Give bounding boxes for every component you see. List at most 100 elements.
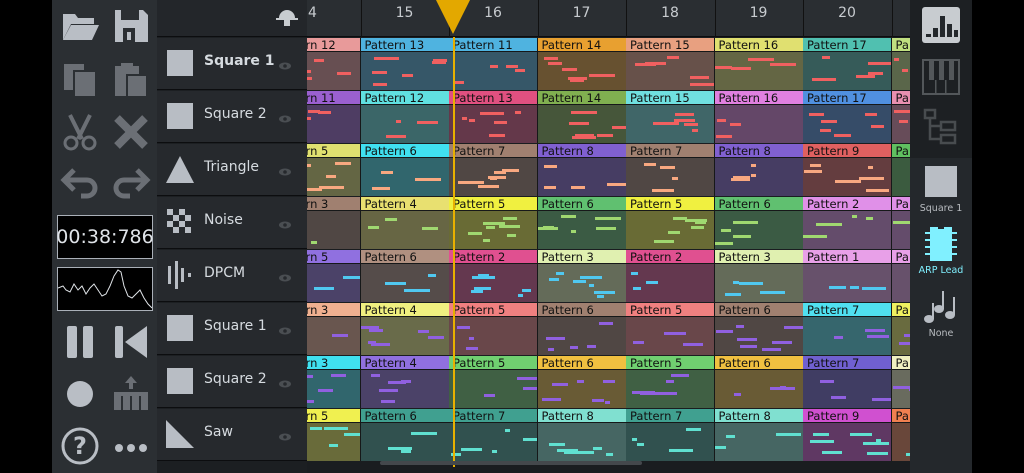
piano-roll-icon[interactable] [921,58,961,96]
selected-arpeggio-label[interactable]: None [928,328,954,339]
pattern-cell[interactable]: Pattern 8 [537,409,627,461]
pattern-cell[interactable]: Pattern 6 [360,409,450,461]
pattern-cell[interactable]: Pattern 5 [307,144,361,196]
column-number[interactable]: 14 [307,5,317,21]
arpeggio-notes-icon[interactable] [923,289,959,325]
pattern-cell[interactable]: Pa [891,38,910,90]
horizontal-scrollbar[interactable] [380,461,642,465]
pattern-cell[interactable]: Pattern 2 [449,250,538,302]
pattern-cell[interactable]: Pattern 7 [449,409,538,461]
pattern-cell[interactable]: Pattern 5 [449,197,538,249]
pattern-cell[interactable]: Pattern 3 [307,303,361,355]
pattern-cell[interactable]: Pattern 7 [803,356,892,408]
selected-instrument-label[interactable]: ARP Lead [918,265,964,276]
channel-noise[interactable]: Noise [157,197,307,249]
pattern-cell[interactable]: Pattern 9 [803,144,892,196]
redo-button[interactable] [109,160,153,204]
channel-triangle[interactable]: Triangle [157,144,307,196]
pattern-cell[interactable]: Pa [891,197,910,249]
pattern-cell[interactable]: Pattern 2 [626,250,715,302]
pattern-cell[interactable]: Pattern 6 [714,356,804,408]
pattern-cell[interactable]: Pattern 17 [803,38,892,90]
pattern-cell[interactable]: Pattern 11 [449,38,538,90]
undo-button[interactable] [58,160,102,204]
pattern-cell[interactable]: Pattern 5 [449,303,538,355]
eye-icon[interactable] [279,115,291,123]
pattern-cell[interactable]: Pattern 14 [537,38,627,90]
channel-dpcm[interactable]: DPCM [157,250,307,302]
pattern-cell[interactable]: Pattern 1 [803,250,892,302]
sequencer-icon[interactable] [921,6,961,44]
pattern-cell[interactable]: Pattern 6 [360,144,450,196]
pattern-cell[interactable]: Pattern 3 [307,356,361,408]
pattern-cell[interactable]: Pattern 2 [803,197,892,249]
rewind-button[interactable] [109,320,153,364]
copy-button[interactable] [58,58,102,102]
pattern-cell[interactable]: Pattern 8 [537,144,627,196]
column-number[interactable]: 19 [749,5,768,21]
pattern-cell[interactable]: Pattern 5 [626,303,715,355]
pattern-cell[interactable]: Pa [891,303,910,355]
delete-button[interactable] [109,110,153,154]
pattern-cell[interactable]: Pattern 6 [537,197,627,249]
column-number[interactable]: 20 [838,5,856,21]
pattern-cell[interactable]: Pattern 12 [307,38,361,90]
pattern-cell[interactable]: Pattern 6 [714,303,804,355]
paste-button[interactable] [109,58,153,102]
pattern-cell[interactable]: Pa [891,356,910,408]
pattern-cell[interactable]: Pattern 3 [537,250,627,302]
pattern-cell[interactable]: Pattern 13 [360,38,450,90]
open-button[interactable] [58,4,102,48]
pattern-cell[interactable]: Pa [891,250,910,302]
channel-square-1[interactable]: Square 1 [157,38,307,90]
pattern-cell[interactable]: Pattern 3 [307,197,361,249]
pattern-cell[interactable]: Pa [891,144,910,196]
pattern-cell[interactable]: Pattern 12 [360,91,450,143]
pattern-cell[interactable]: Pattern 5 [307,250,361,302]
column-number[interactable]: 15 [395,5,414,21]
piano-input-button[interactable] [109,372,153,416]
pattern-cell[interactable]: Pattern 5 [449,356,538,408]
pattern-cell[interactable]: Pattern 14 [537,91,627,143]
pattern-cell[interactable]: Pattern 6 [537,303,627,355]
pattern-cell[interactable]: Pattern 13 [449,91,538,143]
pattern-cell[interactable]: Pattern 4 [360,356,450,408]
eye-icon[interactable] [279,221,291,229]
pattern-cell[interactable]: Pattern 6 [714,197,804,249]
pattern-cell[interactable]: Pattern 5 [626,197,715,249]
pattern-cell[interactable]: Pattern 11 [307,91,361,143]
pattern-cell[interactable]: Pattern 4 [360,303,450,355]
pattern-cell[interactable]: Pattern 5 [307,409,361,461]
pattern-cell[interactable]: Pattern 5 [626,356,715,408]
eye-icon[interactable] [279,380,291,388]
channel-square-icon[interactable] [925,166,957,197]
pattern-cell[interactable]: Pa [891,91,910,143]
pattern-cell[interactable]: Pattern 15 [626,38,715,90]
column-number[interactable]: 18 [661,5,679,21]
eye-icon[interactable] [279,433,291,441]
pattern-cell[interactable]: Pattern 16 [714,38,804,90]
ghost-channel-icon[interactable] [275,6,299,28]
playhead-marker[interactable] [436,0,470,34]
pattern-cell[interactable]: Pattern 8 [714,144,804,196]
pattern-cell[interactable]: Pattern 6 [537,356,627,408]
pattern-cell[interactable]: Pattern 16 [714,91,804,143]
timeline-header[interactable]: 14 15 16 17 18 19 20 [307,0,910,37]
project-explorer-icon[interactable] [921,108,961,146]
pattern-cell[interactable]: Pattern 17 [803,91,892,143]
pattern-cell[interactable]: Pattern 4 [360,197,450,249]
eye-icon[interactable] [279,62,291,70]
pattern-cell[interactable]: Pa [891,409,910,461]
eye-icon[interactable] [279,327,291,335]
pattern-cell[interactable]: Pattern 3 [714,250,804,302]
cut-button[interactable] [58,110,102,154]
eye-icon[interactable] [279,274,291,282]
instrument-chip-icon[interactable] [925,226,957,262]
record-button[interactable] [58,372,102,416]
channel-square-2[interactable]: Square 2 [157,91,307,143]
eye-icon[interactable] [279,168,291,176]
pattern-cell[interactable]: Pattern 15 [626,91,715,143]
pattern-cell[interactable]: Pattern 9 [803,409,892,461]
help-button[interactable]: ? [58,424,102,468]
